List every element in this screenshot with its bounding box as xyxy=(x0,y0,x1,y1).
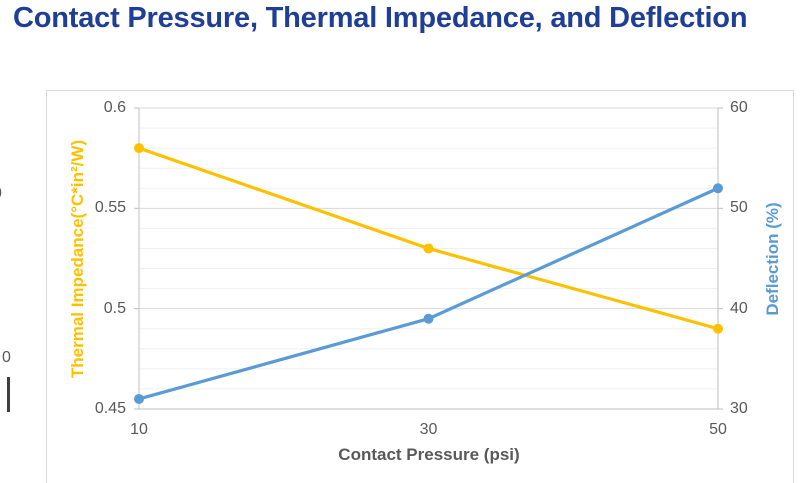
data-point-marker xyxy=(423,243,434,254)
cropped-chart-fragment xyxy=(7,377,10,412)
chart-title: Contact Pressure, Thermal Impedance, and… xyxy=(13,2,748,34)
left-axis-tick-label: 0.6 xyxy=(103,99,126,116)
data-point-marker xyxy=(713,183,723,194)
series-line-deflection xyxy=(138,186,719,401)
x-axis-tick-label: 10 xyxy=(130,421,148,438)
chart-panel: 0.6 0.55 0.5 0.45 60 50 40 30 10 30 50 Thermal I… xyxy=(46,90,794,483)
x-axis-tick-label: 50 xyxy=(709,421,727,438)
right-axis-tick-label: 40 xyxy=(730,299,748,317)
right-y-axis-title: Deflection (%) xyxy=(763,202,782,316)
plot-area xyxy=(134,107,723,410)
cropped-axis-tick-label: 0 xyxy=(0,185,2,203)
x-axis-tick-label: 30 xyxy=(419,421,438,438)
left-y-axis-title: Thermal Impedance(°C*in²/W) xyxy=(68,139,87,379)
left-axis-tick-label: 0.55 xyxy=(94,199,126,217)
series-line-thermal-impedance xyxy=(138,146,719,331)
left-axis-tick-label: 0.5 xyxy=(103,299,126,317)
data-point-marker xyxy=(423,313,434,324)
left-axis-tick-label: 0.45 xyxy=(94,400,126,417)
data-point-marker xyxy=(134,393,144,404)
right-axis-tick-label: 60 xyxy=(730,99,748,116)
right-axis-tick-label: 30 xyxy=(730,400,748,417)
cropped-axis-tick-label: 0 xyxy=(2,349,11,366)
data-point-marker xyxy=(134,143,144,154)
right-axis-tick-label: 50 xyxy=(730,199,748,217)
x-axis-title: Contact Pressure (psi) xyxy=(338,445,520,464)
data-point-marker xyxy=(713,323,723,334)
